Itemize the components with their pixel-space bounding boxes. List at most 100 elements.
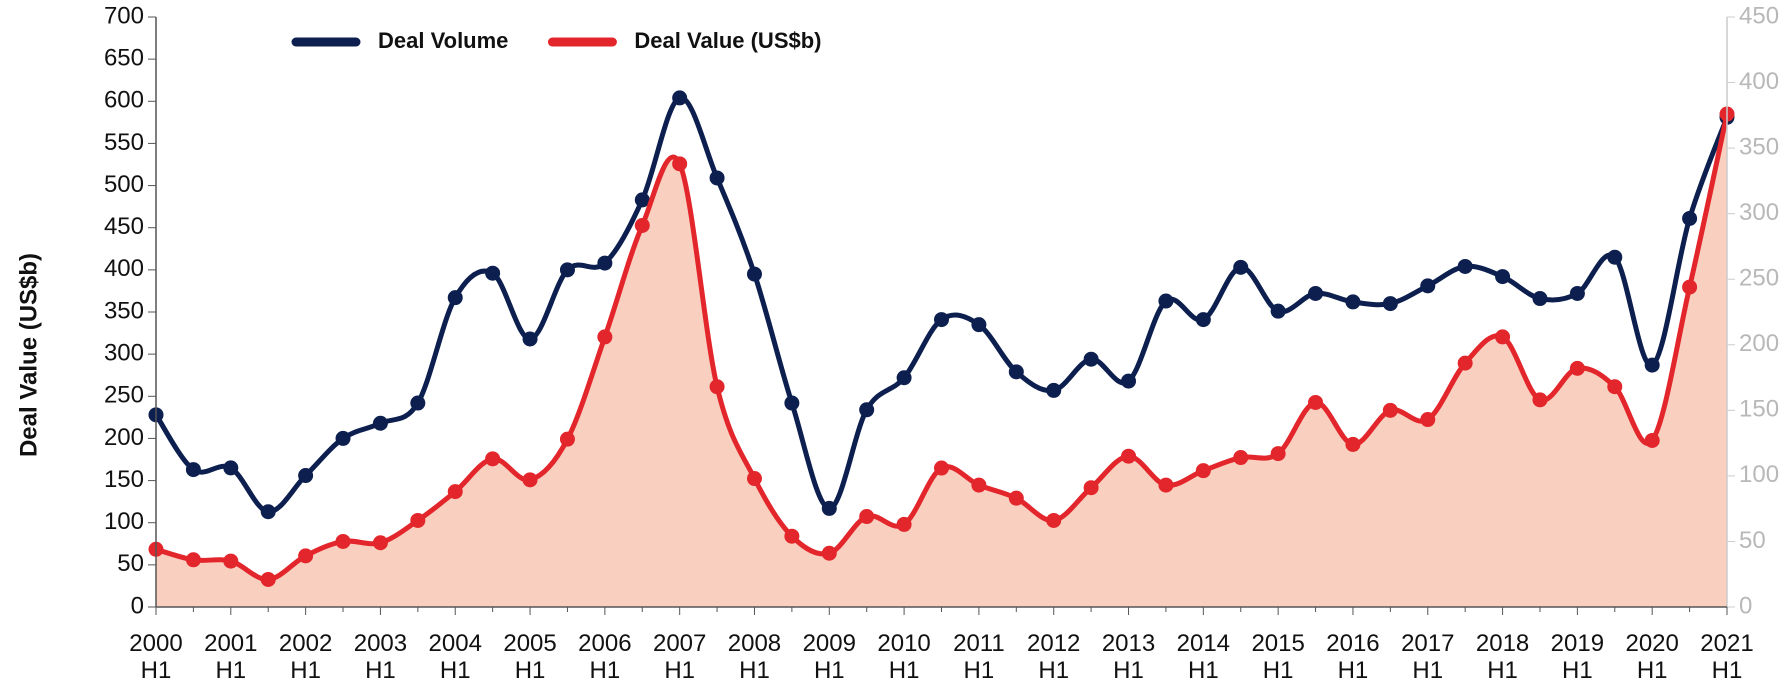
x-tick-label: 2011 H1 — [953, 630, 1005, 684]
point — [1495, 269, 1511, 285]
point — [971, 317, 987, 333]
x-tick-label: 2007 H1 — [653, 630, 706, 684]
point — [1308, 394, 1324, 410]
y2-tick-label: 300 — [1739, 199, 1779, 226]
point — [634, 192, 650, 208]
x-tick-label: 2014 H1 — [1177, 630, 1230, 684]
point — [1083, 480, 1099, 496]
point — [896, 370, 912, 386]
x-tick-label: 2015 H1 — [1251, 630, 1304, 684]
point — [1644, 357, 1660, 373]
point — [1532, 291, 1548, 307]
y-tick-label: 400 — [104, 255, 144, 282]
x-tick-label: 2003 H1 — [354, 630, 407, 684]
point — [522, 472, 538, 488]
point — [372, 535, 388, 551]
x-tick-label: 2020 H1 — [1625, 630, 1678, 684]
point — [859, 402, 875, 418]
point — [559, 262, 575, 278]
point — [1345, 436, 1361, 452]
point — [335, 430, 351, 446]
point — [597, 255, 613, 271]
point — [1121, 448, 1137, 464]
point — [1308, 285, 1324, 301]
point — [1195, 463, 1211, 479]
y2-tick-label: 450 — [1739, 2, 1779, 29]
legend-label: Deal Volume — [378, 28, 508, 53]
point — [298, 468, 314, 484]
point — [410, 512, 426, 528]
y2-tick-label: 100 — [1739, 461, 1779, 488]
x-tick-label: 2000 H1 — [129, 630, 182, 684]
point — [672, 156, 688, 172]
point — [372, 415, 388, 431]
point — [260, 504, 276, 520]
point — [485, 451, 501, 467]
y-tick-label: 600 — [104, 87, 144, 114]
point — [1682, 279, 1698, 295]
x-tick-label: 2005 H1 — [503, 630, 556, 684]
x-tick-label: 2017 H1 — [1401, 630, 1454, 684]
x-tick-label: 2021 H1 — [1700, 630, 1753, 684]
y-tick-label: 250 — [104, 382, 144, 409]
point — [634, 217, 650, 233]
x-tick-label: 2013 H1 — [1102, 630, 1155, 684]
y-tick-label: 550 — [104, 129, 144, 156]
x-tick-label: 2018 H1 — [1476, 630, 1529, 684]
legend-label: Deal Value (US$b) — [634, 28, 821, 53]
point — [298, 548, 314, 564]
y2-tick-label: 200 — [1739, 330, 1779, 357]
y-tick-label: 150 — [104, 466, 144, 493]
y-tick-label: 500 — [104, 171, 144, 198]
point — [1158, 293, 1174, 309]
point — [1607, 379, 1623, 395]
point — [1121, 373, 1137, 389]
point — [1233, 259, 1249, 275]
line — [155, 113, 1730, 582]
y2-tick-label: 250 — [1739, 265, 1779, 292]
point — [1569, 360, 1585, 376]
plot — [148, 90, 1735, 608]
y-tick-label: 0 — [131, 592, 144, 619]
point — [185, 462, 201, 478]
y-axis-label: Deal Value (US$b) — [15, 253, 42, 457]
point — [485, 265, 501, 281]
point — [1420, 278, 1436, 294]
point — [1607, 249, 1623, 265]
y-tick-label: 450 — [104, 213, 144, 240]
point — [1457, 258, 1473, 274]
y2-tick-label: 0 — [1739, 592, 1752, 619]
point — [709, 379, 725, 395]
point — [1046, 382, 1062, 398]
point — [559, 431, 575, 447]
point — [1345, 294, 1361, 310]
y-tick-label: 200 — [104, 424, 144, 451]
point — [223, 553, 239, 569]
point — [1682, 210, 1698, 226]
point — [821, 545, 837, 561]
y-tick-label: 700 — [104, 2, 144, 29]
point — [185, 552, 201, 568]
point — [896, 516, 912, 532]
x-tick-label: 2004 H1 — [429, 630, 482, 684]
point — [1046, 512, 1062, 528]
x-tick-label: 2016 H1 — [1326, 630, 1379, 684]
x-tick-label: 2008 H1 — [728, 630, 781, 684]
y-tick-label: 100 — [104, 508, 144, 535]
point — [1195, 312, 1211, 328]
point — [1008, 364, 1024, 380]
point — [1420, 412, 1436, 428]
point — [597, 329, 613, 345]
y-tick-label: 650 — [104, 44, 144, 71]
y-tick-label: 50 — [117, 550, 144, 577]
point — [746, 471, 762, 487]
x-tick-label: 2010 H1 — [877, 630, 930, 684]
line — [153, 95, 1730, 515]
x-tick-label: 2019 H1 — [1551, 630, 1604, 684]
point — [1270, 303, 1286, 319]
point — [447, 484, 463, 500]
point — [447, 290, 463, 306]
x-tick-label: 2009 H1 — [803, 630, 856, 684]
x-tick-label: 2006 H1 — [578, 630, 631, 684]
y2-tick-label: 400 — [1739, 68, 1779, 95]
